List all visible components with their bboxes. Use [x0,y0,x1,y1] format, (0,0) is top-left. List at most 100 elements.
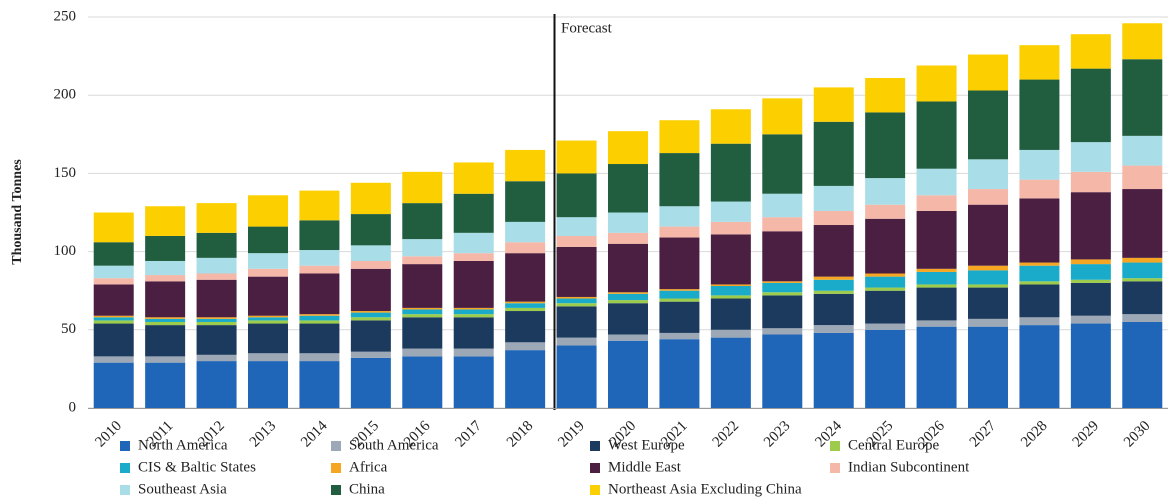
legend-swatch [120,441,130,451]
bar-segment [968,326,1008,408]
bar-segment [1019,198,1060,263]
bar-segment [93,265,134,279]
bar-segment [659,237,700,290]
bar-segment [145,318,186,322]
bar-segment [608,303,648,335]
x-tick-label: 2013 [247,418,280,451]
bar-segment [916,287,957,321]
bar-segment [865,323,906,330]
bar-segment [762,281,803,283]
y-tick-label: 250 [54,8,77,24]
bar-segment [556,140,597,174]
legend-label: Indian Subcontinent [848,459,970,475]
bar-segment [813,225,854,277]
bar-segment [813,121,854,186]
bar-segment [968,54,1008,91]
bar-segment [556,173,597,218]
bar-segment [1019,325,1060,408]
bar-segment [762,98,803,135]
bar-segment [1122,23,1163,60]
bar-segment [710,298,751,330]
bar-segment [299,323,340,354]
bar-segment [710,286,751,296]
legend-swatch [830,441,840,451]
bar-segment [865,273,906,277]
legend-label: South America [349,437,439,453]
bar-segment [556,303,597,307]
legend-swatch [331,485,341,495]
bar-segment [248,323,288,354]
bar-segment [968,284,1008,288]
bar-segment [350,214,391,246]
bar-segment [196,232,237,258]
bar-segment [1070,279,1111,283]
bar-segment [659,226,700,238]
bar-segment [608,334,648,341]
x-tick-label: 2029 [1070,418,1103,451]
bar-segment [1122,165,1163,190]
bar-segment [916,65,957,102]
bar-segment [453,193,494,233]
bar-segment [1070,34,1111,69]
bar-segment [659,301,700,333]
bar-segment [608,212,648,233]
bar-segment [1019,265,1060,282]
bar-segment [1019,317,1060,326]
bar-segment [145,260,186,276]
bar-segment [813,290,854,294]
bar-segment [196,203,237,233]
bar-segment [299,361,340,408]
bar-segment [453,356,494,408]
bar-segment [505,342,546,351]
bar-segment [608,340,648,408]
bar-segment [813,279,854,291]
bar-segment [1019,149,1060,180]
legend-swatch [331,441,341,451]
bar-segment [1070,171,1111,193]
bar-segment [402,314,443,318]
bar-segment [196,361,237,408]
bar-segment [196,317,237,319]
bar-segment [659,298,700,302]
bar-segment [299,353,340,362]
bar-segment [556,345,597,408]
bar-segment [916,195,957,211]
bar-segment [968,159,1008,190]
legend-swatch [590,485,600,495]
bar-segment [556,235,597,247]
bar-segment [145,325,186,357]
bar-segment [968,90,1008,160]
bar-segment [196,325,237,355]
bar-segment [453,314,494,318]
bar-segment [916,268,957,272]
bar-segment [762,328,803,335]
y-tick-label: 0 [69,399,77,415]
y-axis-title: Thousand Tonnes [10,159,25,265]
bar-segment [1019,179,1060,199]
bar-segment [248,268,288,277]
bar-segment [1070,282,1111,316]
bar-segment [196,273,237,280]
legend-swatch [590,441,600,451]
bar-segment [248,226,288,254]
y-tick-label: 200 [54,87,77,103]
bar-segment [865,290,906,324]
bar-segment [762,282,803,293]
legend-label: North America [138,437,228,453]
bar-segment [453,162,494,194]
bar-segment [968,318,1008,327]
bar-segment [1070,315,1111,324]
bar-segment [93,242,134,266]
bar-segment [93,284,134,316]
bar-segment [916,284,957,288]
bar-segment [505,307,546,312]
bar-segment [248,353,288,362]
bar-segment [865,178,906,205]
bar-segment [659,206,700,227]
bar-segment [299,220,340,251]
bar-segment [505,149,546,182]
bar-segment [248,320,288,324]
bar-segment [865,112,906,179]
bar-segment [350,357,391,408]
